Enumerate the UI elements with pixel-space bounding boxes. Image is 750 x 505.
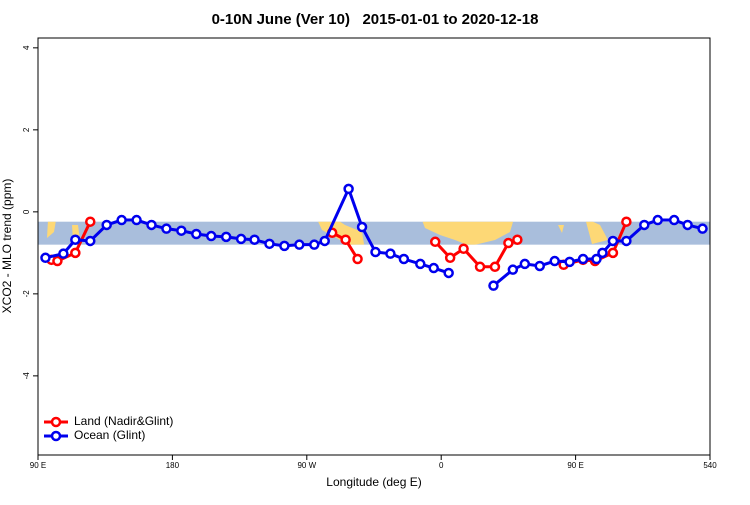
y-tick-label: 0 [22, 209, 31, 214]
point [235, 233, 247, 245]
point [85, 235, 96, 247]
point [577, 253, 589, 265]
point [191, 228, 202, 240]
point [146, 219, 157, 231]
point [488, 280, 499, 291]
point [340, 234, 351, 245]
band-layer [38, 221, 710, 245]
point [264, 238, 275, 250]
point [489, 261, 501, 273]
point [597, 247, 608, 259]
point [319, 235, 330, 247]
point [652, 214, 663, 226]
land-shape [422, 221, 514, 245]
legend-marker [50, 416, 62, 428]
point [116, 214, 127, 226]
point [40, 252, 51, 264]
point [415, 258, 426, 270]
chart-title: 0-10N June (Ver 10) 2015-01-01 to 2020-1… [212, 11, 539, 28]
legend-label: Ocean (Glint) [74, 428, 145, 442]
point [58, 248, 69, 259]
point [534, 260, 546, 272]
point [639, 219, 650, 231]
point [352, 253, 363, 265]
point [161, 223, 172, 234]
point [474, 261, 486, 273]
y-tick-label: -2 [22, 290, 31, 298]
point [507, 264, 519, 275]
y-tick-label: 2 [22, 127, 31, 132]
point [70, 247, 81, 259]
y-tick-label: -4 [22, 372, 31, 380]
point [205, 230, 217, 242]
point [398, 253, 410, 265]
point [101, 219, 112, 231]
x-tick-label: 0 [439, 461, 444, 470]
point [131, 214, 142, 226]
land-shape [47, 221, 56, 238]
y-tick-label: 4 [22, 45, 31, 50]
point [591, 253, 602, 265]
x-tick-label: 540 [703, 461, 717, 470]
point [607, 235, 619, 247]
point [549, 255, 560, 267]
point [85, 216, 96, 227]
point [343, 183, 354, 195]
point [512, 234, 523, 245]
point [294, 239, 305, 250]
point [70, 234, 81, 245]
y-axis-label: XCO2 - MLO trend (ppm) [0, 179, 14, 314]
legend-marker [50, 430, 62, 442]
point [564, 256, 575, 268]
point [249, 234, 260, 245]
point [503, 237, 514, 249]
point [279, 240, 290, 252]
x-tick-label: 90 E [567, 461, 583, 470]
legend-label: Land (Nadir&Glint) [74, 414, 173, 428]
point [370, 246, 381, 258]
x-axis-label: Longitude (deg E) [326, 475, 421, 489]
point [429, 236, 441, 248]
point [621, 216, 632, 227]
point [458, 243, 469, 255]
land-shape [558, 225, 564, 233]
point [621, 235, 632, 247]
point [309, 239, 320, 250]
band [38, 221, 710, 245]
point [444, 252, 456, 264]
point [668, 214, 680, 226]
x-tick-label: 180 [166, 461, 180, 470]
point [607, 247, 619, 259]
point [428, 262, 439, 274]
point [385, 248, 396, 259]
point [697, 223, 708, 234]
point [356, 221, 368, 233]
x-tick-label: 90 E [30, 461, 46, 470]
point [443, 267, 454, 279]
point [519, 258, 531, 270]
x-tick-label: 90 W [297, 461, 316, 470]
plot-frame [37, 37, 711, 456]
point [682, 219, 693, 231]
land-shape [585, 221, 608, 244]
point [52, 255, 63, 267]
point [220, 231, 232, 243]
point [176, 225, 187, 236]
